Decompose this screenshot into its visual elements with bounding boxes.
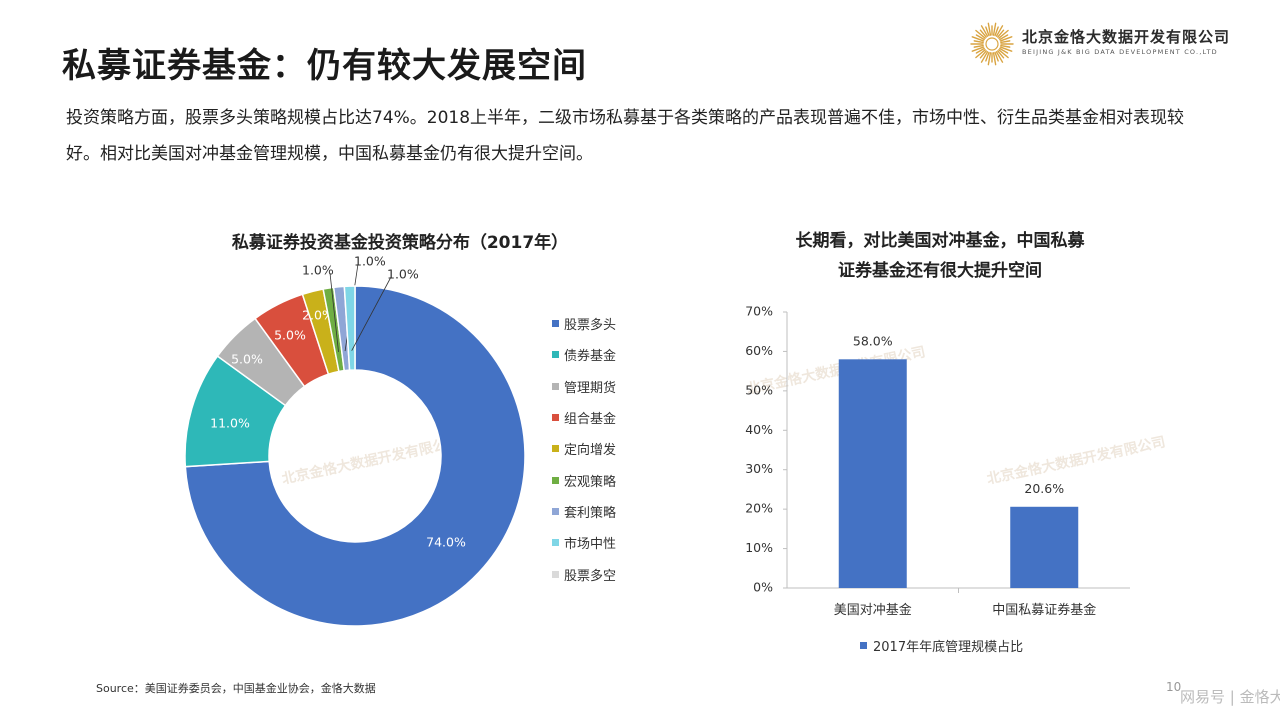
page-title: 私募证券基金：仍有较大发展空间: [62, 46, 587, 86]
donut-legend-label: 套利策略: [564, 505, 617, 521]
donut-legend-item: 股票多头: [552, 308, 616, 339]
donut-legend-swatch: [552, 320, 559, 328]
donut-legend-label: 管理期货: [564, 380, 617, 396]
donut-legend-swatch: [552, 382, 559, 390]
donut-legend-label: 股票多空: [564, 568, 617, 584]
bar-legend-label: 2017年年底管理规模占比: [873, 640, 1024, 655]
donut-leader-line: [329, 272, 339, 352]
donut-data-label: 1.0%: [387, 267, 419, 282]
donut-slice: [184, 285, 526, 627]
donut-legend-label: 股票多头: [564, 318, 617, 334]
donut-legend-item: 市场中性: [552, 527, 616, 558]
donut-legend-label: 组合基金: [564, 412, 617, 428]
donut-legend-item: 管理期货: [552, 371, 616, 402]
bar-y-tick-label: 30%: [745, 461, 773, 476]
donut-data-label: 2.0%: [302, 308, 334, 323]
bar-y-tick-label: 70%: [745, 304, 773, 319]
bar-category-label: 中国私募证券基金: [992, 602, 1096, 618]
page-number: 10: [1166, 680, 1182, 694]
bar-y-tick-label: 60%: [745, 343, 773, 358]
company-logo: 北京金恪大数据开发有限公司 BEIJING J&K BIG DATA DEVEL…: [970, 20, 1260, 66]
donut-legend-swatch: [552, 539, 559, 547]
bar-y-tick-label: 20%: [745, 501, 773, 516]
donut-legend-swatch: [552, 570, 559, 578]
donut-legend-item: 定向增发: [552, 433, 616, 464]
bar-legend: 2017年年底管理规模占比: [860, 636, 1023, 655]
donut-legend: 股票多头债券基金管理期货组合基金定向增发宏观策略套利策略市场中性股票多空: [552, 308, 616, 590]
donut-legend-swatch: [552, 476, 559, 484]
donut-legend-label: 债券基金: [564, 349, 617, 365]
bar-legend-swatch: [860, 642, 867, 649]
intro-paragraph: 投资策略方面，股票多头策略规模占比达74%。2018上半年，二级市场私募基于各类…: [66, 108, 1185, 164]
donut-legend-item: 组合基金: [552, 402, 616, 433]
donut-legend-swatch: [552, 507, 559, 515]
bar-category-label: 美国对冲基金: [834, 602, 912, 618]
bar-y-tick-label: 40%: [745, 422, 773, 437]
donut-data-label: 5.0%: [231, 352, 263, 367]
bar-chart-title-line: 长期看，对比美国对冲基金，中国私募: [795, 231, 1085, 251]
bar: [1010, 506, 1079, 588]
bar-data-label: 20.6%: [1024, 481, 1064, 496]
bar-data-label: 58.0%: [853, 333, 893, 348]
donut-legend-swatch: [552, 445, 559, 453]
donut-legend-swatch: [552, 351, 559, 359]
company-name-en: BEIJING J&K BIG DATA DEVELOPMENT CO.,LTD: [1022, 48, 1218, 56]
company-name-cn: 北京金恪大数据开发有限公司: [1022, 28, 1231, 46]
donut-legend-item: 债券基金: [552, 339, 616, 370]
bar: [838, 359, 907, 588]
source-note: Source：美国证券委员会，中国基金业协会，金恪大数据: [96, 682, 376, 695]
donut-legend-label: 定向增发: [564, 443, 617, 459]
donut-data-label: 11.0%: [210, 416, 250, 431]
bar-chart-title-line: 证券基金还有很大提升空间: [838, 261, 1042, 281]
bar-y-tick-label: 0%: [753, 580, 773, 595]
bar-y-tick-label: 50%: [745, 382, 773, 397]
donut-data-label: 74.0%: [426, 535, 466, 550]
donut-legend-label: 市场中性: [564, 537, 617, 553]
bar-chart-title: 长期看，对比美国对冲基金，中国私募 证券基金还有很大提升空间: [740, 226, 1140, 286]
donut-data-label: 5.0%: [274, 328, 306, 343]
donut-legend-item: 股票多空: [552, 558, 616, 589]
footer-brand: 网易号 | 金恪大数据: [1180, 688, 1280, 706]
donut-legend-label: 宏观策略: [564, 474, 617, 490]
donut-data-label: 1.0%: [354, 254, 386, 269]
donut-data-label: 1.0%: [302, 263, 334, 278]
donut-legend-item: 套利策略: [552, 496, 616, 527]
donut-leader-line: [351, 276, 392, 351]
donut-legend-item: 宏观策略: [552, 464, 616, 495]
donut-chart-title: 私募证券投资基金投资策略分布（2017年）: [231, 233, 569, 253]
sunburst-logo-icon: [970, 22, 1014, 66]
donut-legend-swatch: [552, 414, 559, 422]
bar-y-tick-label: 10%: [745, 540, 773, 555]
